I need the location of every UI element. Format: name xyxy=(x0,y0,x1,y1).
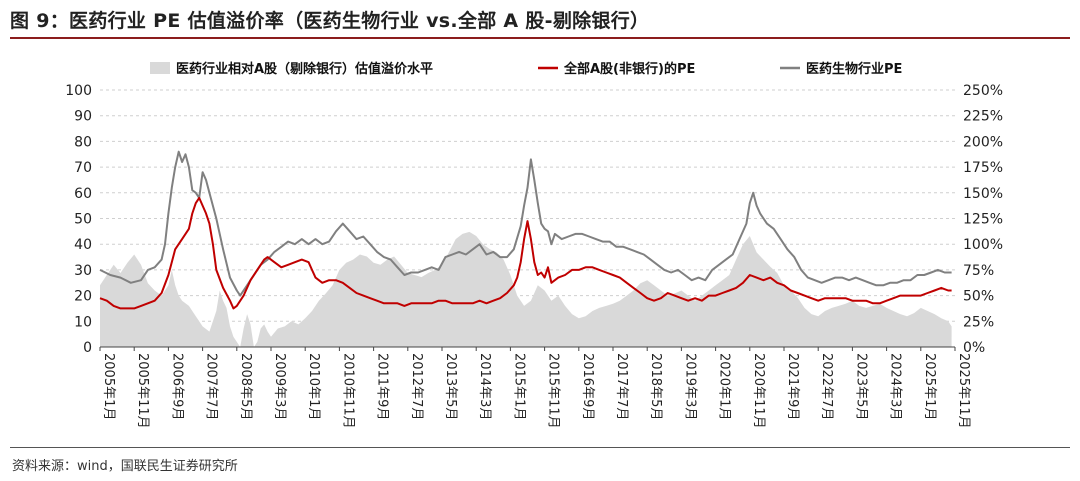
y-right-tick-label: 25% xyxy=(963,314,994,330)
x-tick-label: 2006年9月 xyxy=(169,353,184,420)
x-tick-label: 2010年1月 xyxy=(306,353,321,420)
y-left-tick-label: 20 xyxy=(74,289,92,305)
y-right-tick-label: 75% xyxy=(963,263,994,279)
x-tick-label: 2020年11月 xyxy=(751,353,766,429)
legend-swatch-area xyxy=(150,62,170,74)
x-tick-label: 2018年5月 xyxy=(648,353,663,420)
x-tick-label: 2013年5月 xyxy=(443,353,458,420)
x-tick-label: 2008年5月 xyxy=(238,353,253,420)
y-right-tick-label: 125% xyxy=(963,212,1003,228)
x-tick-label: 2024年3月 xyxy=(888,353,903,420)
legend-label: 全部A股(非银行)的PE xyxy=(563,61,695,77)
y-right-tick-label: 200% xyxy=(963,134,1003,150)
premium-area-layer xyxy=(100,231,952,347)
y-right-tick-label: 100% xyxy=(963,237,1003,253)
y-left-tick-label: 0 xyxy=(83,340,92,356)
premium-area-series xyxy=(100,231,952,347)
x-tick-label: 2010年11月 xyxy=(340,353,355,429)
x-tick-label: 2025年1月 xyxy=(922,353,937,420)
legend: 医药行业相对A股（剔除银行）估值溢价水平 全部A股(非银行)的PE 医药生物行业PE xyxy=(150,61,902,77)
y-left-tick-label: 50 xyxy=(74,212,92,228)
x-tick-label: 2022年7月 xyxy=(819,353,834,420)
y-left-tick-label: 60 xyxy=(74,186,92,202)
pharma-pe-line xyxy=(99,150,952,297)
y-right-tick-label: 50% xyxy=(963,289,994,305)
y-left-tick-label: 40 xyxy=(74,237,92,253)
y-right-tick-label: 150% xyxy=(963,186,1003,202)
y-left-tick-label: 80 xyxy=(74,134,92,150)
x-tick-label: 2017年7月 xyxy=(614,353,629,420)
y-left-tick-label: 100 xyxy=(65,83,92,99)
gridlines xyxy=(100,89,955,322)
x-tick-label: 2016年9月 xyxy=(580,353,595,420)
x-tick-label: 2021年9月 xyxy=(785,353,800,420)
source-rule xyxy=(10,447,1070,448)
a-share-pe-line xyxy=(99,196,952,310)
y-axis-right-labels: 0% 25% 50% 75% 100% 125% 150% 175% 200% 225% 250% xyxy=(963,83,1003,356)
y-right-tick-label: 175% xyxy=(963,160,1003,176)
x-tick-label: 2014年3月 xyxy=(477,353,492,420)
figure-title: 图 9：医药行业 PE 估值溢价率（医药生物行业 vs.全部 A 股-剔除银行） xyxy=(10,10,650,32)
title-rule xyxy=(10,37,1070,39)
axes xyxy=(99,346,956,351)
x-tick-label: 2011年9月 xyxy=(375,353,390,420)
x-tick-label: 2005年1月 xyxy=(101,353,116,420)
legend-label: 医药行业相对A股（剔除银行）估值溢价水平 xyxy=(176,61,433,77)
x-tick-label: 2025年11月 xyxy=(956,353,971,429)
x-tick-label: 2023年5月 xyxy=(853,353,868,420)
y-right-tick-label: 0% xyxy=(963,340,985,356)
x-tick-label: 2019年3月 xyxy=(682,353,697,420)
y-right-tick-label: 250% xyxy=(963,83,1003,99)
x-tick-label: 2015年11月 xyxy=(546,353,561,429)
x-tick-label: 2007年7月 xyxy=(204,353,219,420)
y-axis-left-labels: 0 10 20 30 40 50 60 70 80 90 100 xyxy=(65,83,92,356)
pe-lines-layer xyxy=(99,150,952,310)
legend-label: 医药生物行业PE xyxy=(806,61,902,77)
y-left-tick-label: 10 xyxy=(74,314,92,330)
x-tick-label: 2015年1月 xyxy=(511,353,526,420)
y-left-tick-label: 90 xyxy=(74,109,92,125)
x-tick-label: 2009年3月 xyxy=(272,353,287,420)
x-tick-label: 2020年1月 xyxy=(717,353,732,420)
x-tick-label: 2005年11月 xyxy=(135,353,150,429)
y-left-tick-label: 30 xyxy=(74,263,92,279)
x-axis-labels: 2005年1月 2005年11月 2006年9月 2007年7月 2008年5月 2009… xyxy=(101,353,971,429)
x-tick-label: 2012年7月 xyxy=(409,353,424,420)
y-right-tick-label: 225% xyxy=(963,109,1003,125)
y-left-tick-label: 70 xyxy=(74,160,92,176)
source-note: 资料来源：wind，国联民生证券研究所 xyxy=(12,459,238,474)
